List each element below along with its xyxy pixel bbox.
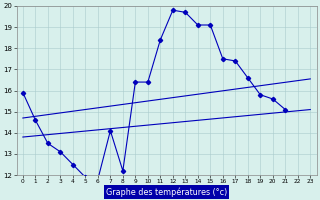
X-axis label: Graphe des températures (°c): Graphe des températures (°c) [106, 187, 227, 197]
